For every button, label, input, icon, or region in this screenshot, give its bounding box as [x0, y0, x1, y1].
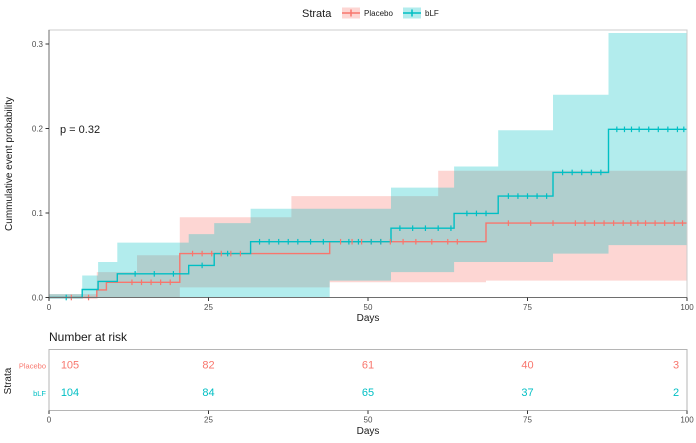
risk-count: 65: [362, 387, 374, 399]
legend-title: Strata: [302, 8, 332, 20]
risk-x-tick-label: 0: [47, 416, 52, 425]
risk-row-label-placebo: Placebo: [19, 362, 46, 371]
risk-count: 3: [673, 360, 679, 372]
placebo-curve: [49, 222, 687, 299]
confidence-bands: [49, 33, 687, 298]
risk-count: 104: [61, 387, 79, 399]
number-at-risk-title: Number at risk: [49, 330, 128, 344]
risk-x-tick-label: 100: [680, 416, 694, 425]
risk-row-label-blf: bLF: [33, 389, 46, 398]
x-axis-label-main: Days: [357, 313, 380, 324]
x-tick-label: 50: [364, 303, 373, 312]
p-value-label: p = 0.32: [60, 124, 100, 136]
legend-label-blf: bLF: [425, 9, 439, 18]
y-tick-label: 0.1: [32, 209, 44, 218]
blf-censor-ticks: [65, 126, 685, 301]
risk-count: 84: [202, 387, 214, 399]
risk-table: Placebo 105 82 61 40 3 bLF 104 84 65 37 2 0 25 50 75 100: [19, 349, 694, 425]
risk-x-tick-label: 25: [204, 416, 213, 425]
x-tick-label: 25: [204, 303, 213, 312]
risk-count: 82: [202, 360, 214, 372]
legend-label-placebo: Placebo: [364, 9, 393, 18]
blf-confidence-band: [49, 33, 687, 298]
blf-curve: [49, 128, 687, 299]
x-axis-label-risk-table: Days: [357, 426, 380, 437]
risk-x-tick-label: 75: [523, 416, 532, 425]
risk-count: 40: [521, 360, 533, 372]
risk-x-tick-label: 50: [364, 416, 373, 425]
survival-curves: [49, 128, 687, 299]
plot-axes: 0 25 50 75 100 0.0 0.1 0.2 0.3: [32, 29, 694, 312]
risk-count: 105: [61, 360, 79, 372]
risk-count: 2: [673, 387, 679, 399]
y-tick-label: 0.2: [32, 124, 44, 133]
risk-count: 61: [362, 360, 374, 372]
x-tick-label: 100: [680, 303, 694, 312]
y-tick-label: 0.0: [32, 293, 44, 302]
risk-count: 37: [521, 387, 533, 399]
legend-key-blf: [403, 7, 421, 19]
x-tick-label: 0: [47, 303, 52, 312]
y-axis-label: Cummulative event probability: [4, 97, 15, 231]
x-tick-label: 75: [523, 303, 532, 312]
legend-key-placebo: [342, 7, 360, 19]
legend-keys: [342, 7, 421, 19]
y-tick-label: 0.3: [32, 40, 44, 49]
risk-table-strata-label: Strata: [3, 367, 14, 394]
